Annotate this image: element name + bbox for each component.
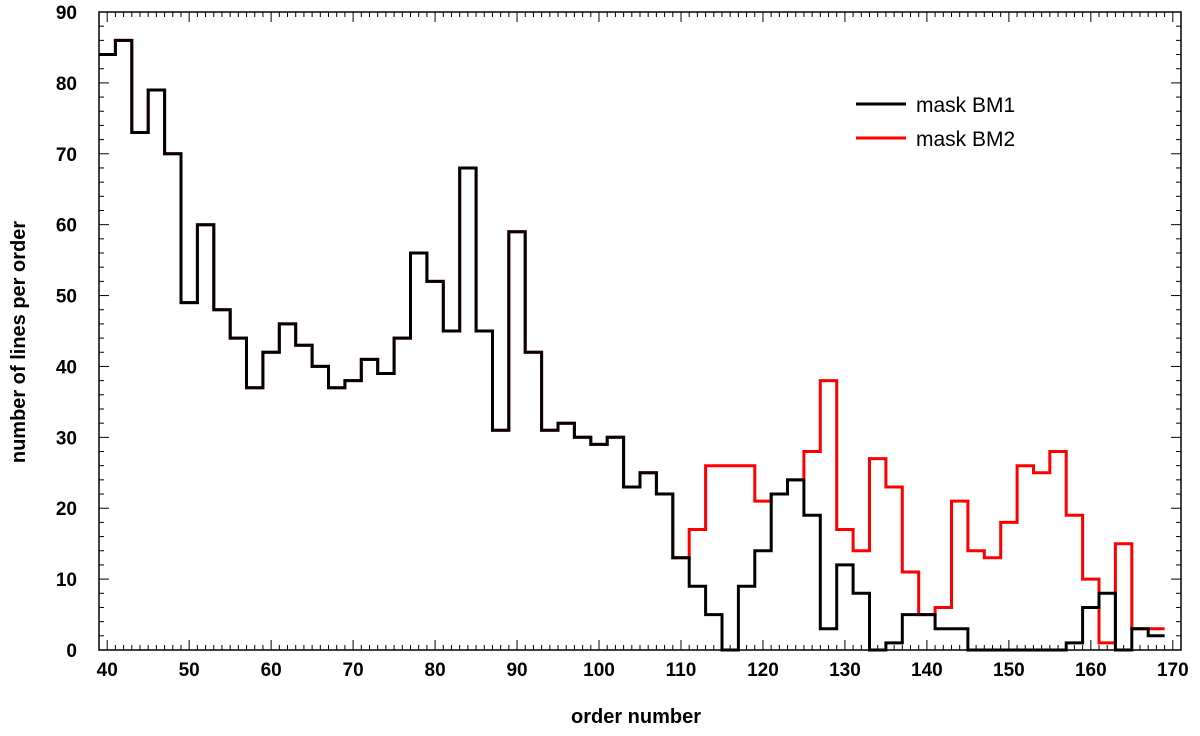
series-layer — [99, 38, 1165, 652]
x-tick-label: 120 — [747, 660, 779, 681]
y-tick-label: 40 — [56, 357, 77, 378]
y-tick-label: 10 — [56, 570, 77, 591]
y-tick-label: 60 — [56, 216, 77, 237]
y-tick-label: 30 — [56, 428, 77, 449]
legend-label: mask BM1 — [916, 94, 1015, 117]
x-tick-label: 100 — [583, 660, 615, 681]
x-tick-label: 150 — [993, 660, 1025, 681]
y-tick-label: 80 — [56, 74, 77, 95]
x-tick-label: 80 — [425, 660, 446, 681]
x-tick-label: 90 — [506, 660, 527, 681]
x-tick-label: 40 — [97, 660, 118, 681]
axes: 40 50 60 70 80 90 100 110 120 130 140 150 160 170 0 10 2… — [56, 3, 1189, 681]
x-axis-title: order number — [571, 706, 701, 728]
x-tick-label: 160 — [1075, 660, 1107, 681]
x-tick-label: 50 — [179, 660, 200, 681]
y-tick-label: 50 — [56, 287, 77, 308]
y-axis-title: number of lines per order — [8, 221, 30, 463]
y-tick-label: 90 — [56, 3, 77, 24]
legend: mask BM1 mask BM2 — [856, 94, 1015, 151]
plot-frame — [98, 11, 1182, 651]
x-tick-label: 70 — [343, 660, 364, 681]
x-tick-label: 110 — [666, 660, 697, 681]
y-tick-label: 0 — [66, 641, 77, 662]
x-tick-label: 140 — [911, 660, 943, 681]
legend-label: mask BM2 — [916, 128, 1015, 151]
series-line-mask-bm1 — [99, 38, 1165, 652]
y-tick-label: 20 — [56, 499, 77, 520]
y-tick-label: 70 — [56, 145, 77, 166]
x-tick-label: 170 — [1157, 660, 1189, 681]
x-tick-label: 130 — [829, 660, 861, 681]
x-tick-label: 60 — [261, 660, 282, 681]
